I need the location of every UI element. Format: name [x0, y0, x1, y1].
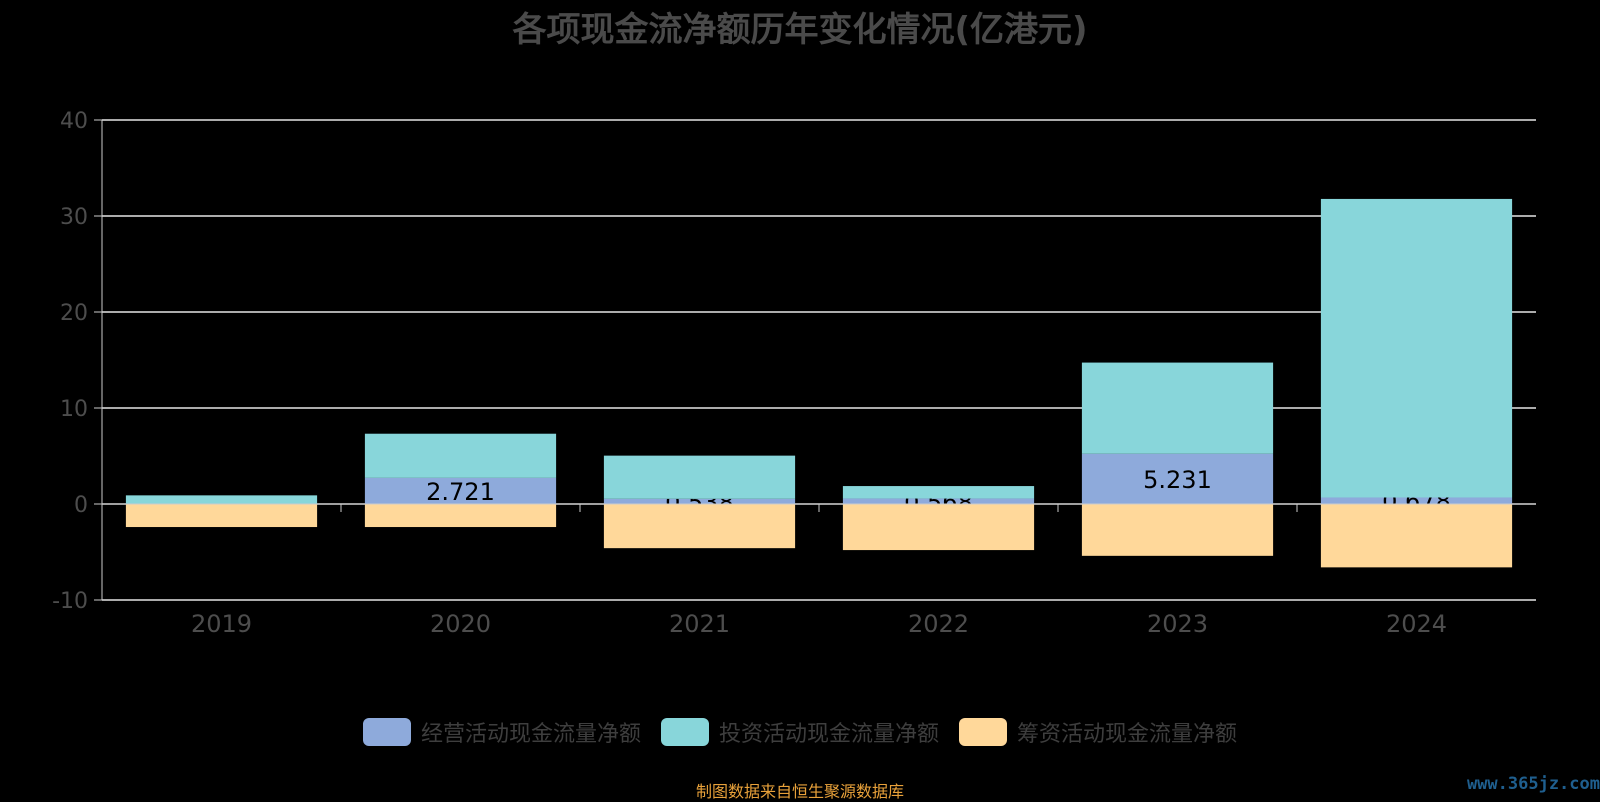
bar-financing	[1082, 504, 1273, 556]
x-tick-label: 2019	[191, 610, 252, 638]
bar-data-label: 5.231	[1143, 466, 1212, 494]
legend: 经营活动现金流量净额 投资活动现金流量净额 筹资活动现金流量净额	[0, 716, 1600, 748]
x-tick-label: 2020	[430, 610, 491, 638]
y-tick-label: 30	[60, 205, 88, 230]
chart-plot: 40 30 20 10 0 -10 2019 2020 2021 2022 2023 2024 2.72…	[0, 0, 1600, 700]
bar-investing	[365, 434, 556, 478]
x-tick-label: 2022	[908, 610, 969, 638]
legend-item-financing[interactable]: 筹资活动现金流量净额	[959, 716, 1237, 748]
legend-swatch-financing	[959, 718, 1007, 746]
y-tick-label: 10	[60, 397, 88, 422]
legend-label-operating: 经营活动现金流量净额	[421, 716, 641, 748]
y-tick-label: 0	[74, 493, 88, 518]
bar-investing	[126, 495, 317, 503]
bar-financing	[1321, 504, 1512, 567]
source-note: 制图数据来自恒生聚源数据库	[0, 778, 1600, 802]
bar-investing	[1082, 363, 1273, 454]
x-tick-label: 2023	[1147, 610, 1208, 638]
y-tick-label: 20	[60, 301, 88, 326]
legend-item-investing[interactable]: 投资活动现金流量净额	[661, 716, 939, 748]
legend-swatch-investing	[661, 718, 709, 746]
bar-investing	[604, 456, 795, 499]
legend-label-financing: 筹资活动现金流量净额	[1017, 716, 1237, 748]
bar-financing	[604, 504, 795, 548]
bar-financing	[843, 504, 1034, 550]
bar-data-label: 2.721	[426, 478, 495, 506]
watermark: www.365jz.com	[1467, 774, 1600, 794]
bar-financing	[126, 504, 317, 527]
bar-investing	[843, 486, 1034, 498]
y-tick-label: -10	[52, 589, 88, 614]
legend-label-investing: 投资活动现金流量净额	[719, 716, 939, 748]
bar-investing	[1321, 199, 1512, 498]
legend-swatch-operating	[363, 718, 411, 746]
x-tick-label: 2024	[1386, 610, 1447, 638]
y-tick-label: 40	[60, 109, 88, 134]
legend-item-operating[interactable]: 经营活动现金流量净额	[363, 716, 641, 748]
x-tick-label: 2021	[669, 610, 730, 638]
bar-financing	[365, 504, 556, 527]
